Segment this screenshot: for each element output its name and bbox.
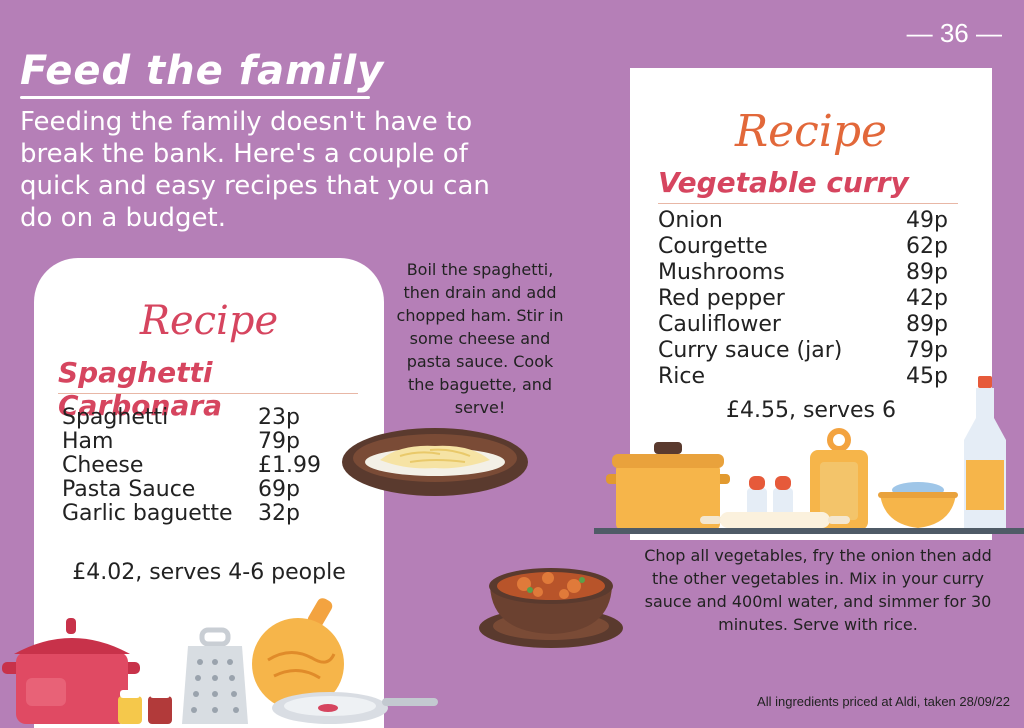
ingredient-row: Mushrooms 89p	[658, 260, 948, 286]
pasta-bowl-icon	[342, 428, 528, 496]
ingredient-price: £1.99	[258, 453, 321, 478]
curry-instructions: Chop all vegetables, fry the onion then …	[644, 546, 992, 634]
ingredient-list: Spaghetti 23p Ham 79p Cheese £1.99 Pasta…	[62, 406, 352, 526]
ingredient-name: Courgette	[658, 234, 768, 259]
divider	[58, 393, 358, 394]
ingredient-row: Spaghetti 23p	[62, 406, 352, 430]
curry-bowl-icon	[479, 568, 623, 648]
divider	[658, 203, 958, 204]
ingredient-name: Spaghetti	[62, 405, 169, 430]
intro-text: Feeding the family doesn't have to break…	[20, 107, 490, 233]
ingredient-price: 89p	[906, 260, 948, 285]
cutting-board-icon	[252, 598, 344, 710]
ingredient-name: Pasta Sauce	[62, 477, 196, 502]
rolling-pin-icon	[700, 512, 850, 528]
carbonara-instructions: Boil the spaghetti, then drain and add c…	[396, 260, 564, 417]
ingredient-price: 32p	[258, 501, 300, 526]
dish-name: Vegetable curry	[658, 166, 909, 199]
ingredient-price: 62p	[906, 234, 948, 259]
ingredient-name: Red pepper	[658, 286, 785, 311]
ingredient-row: Cauliflower 89p	[658, 312, 948, 338]
recipe-total: £4.55, serves 6	[725, 398, 897, 423]
ingredient-name: Garlic baguette	[62, 501, 233, 526]
ingredient-row: Red pepper 42p	[658, 286, 948, 312]
ingredient-price: 89p	[906, 312, 948, 337]
recipe-total: £4.02, serves 4-6 people	[72, 560, 346, 585]
mixing-bowl-icon	[878, 482, 958, 528]
ingredient-list: Onion 49p Courgette 62p Mushrooms 89p Re…	[658, 208, 948, 390]
recipe-heading: Recipe	[139, 298, 279, 344]
kitchen-shelf	[594, 528, 1024, 534]
grater-icon	[182, 627, 248, 724]
ingredient-row: Curry sauce (jar) 79p	[658, 338, 948, 364]
ingredient-row: Pasta Sauce 69p	[62, 478, 352, 502]
ingredient-name: Ham	[62, 429, 114, 454]
bottle-icon	[964, 376, 1006, 530]
ingredient-price: 79p	[906, 338, 948, 363]
pricing-footnote: All ingredients priced at Aldi, taken 28…	[757, 694, 1010, 709]
ingredient-row: Garlic baguette 32p	[62, 502, 352, 526]
ingredient-price: 69p	[258, 477, 300, 502]
page-title: Feed the family	[20, 48, 385, 94]
dish-name: Spaghetti Carbonara	[58, 356, 223, 422]
cooking-pot-icon	[606, 442, 730, 530]
pan-icon	[272, 692, 438, 724]
ingredient-row: Onion 49p	[658, 208, 948, 234]
ingredient-name: Onion	[658, 208, 723, 233]
ingredient-name: Curry sauce (jar)	[658, 338, 843, 363]
title-underline	[20, 96, 370, 99]
ingredient-name: Cheese	[62, 453, 144, 478]
cutting-board-icon	[810, 428, 868, 530]
recipe-heading: Recipe	[734, 106, 888, 157]
ingredient-row: Cheese £1.99	[62, 454, 352, 478]
ingredient-name: Rice	[658, 364, 706, 389]
carbonara-recipe-card: Recipe Spaghetti Carbonara Spaghetti 23p…	[34, 258, 384, 728]
ingredient-price: 79p	[258, 429, 300, 454]
ingredient-name: Cauliflower	[658, 312, 781, 337]
salt-pepper-icon	[118, 690, 172, 724]
ingredient-row: Ham 79p	[62, 430, 352, 454]
ingredient-price: 23p	[258, 405, 300, 430]
ingredient-row: Rice 45p	[658, 364, 948, 390]
ingredient-row: Courgette 62p	[658, 234, 948, 260]
ingredient-name: Mushrooms	[658, 260, 785, 285]
cooking-pot-icon	[2, 618, 140, 724]
ingredient-price: 45p	[906, 364, 948, 389]
page-number: — 36 —	[906, 18, 1002, 48]
ingredient-price: 42p	[906, 286, 948, 311]
ingredient-price: 49p	[906, 208, 948, 233]
